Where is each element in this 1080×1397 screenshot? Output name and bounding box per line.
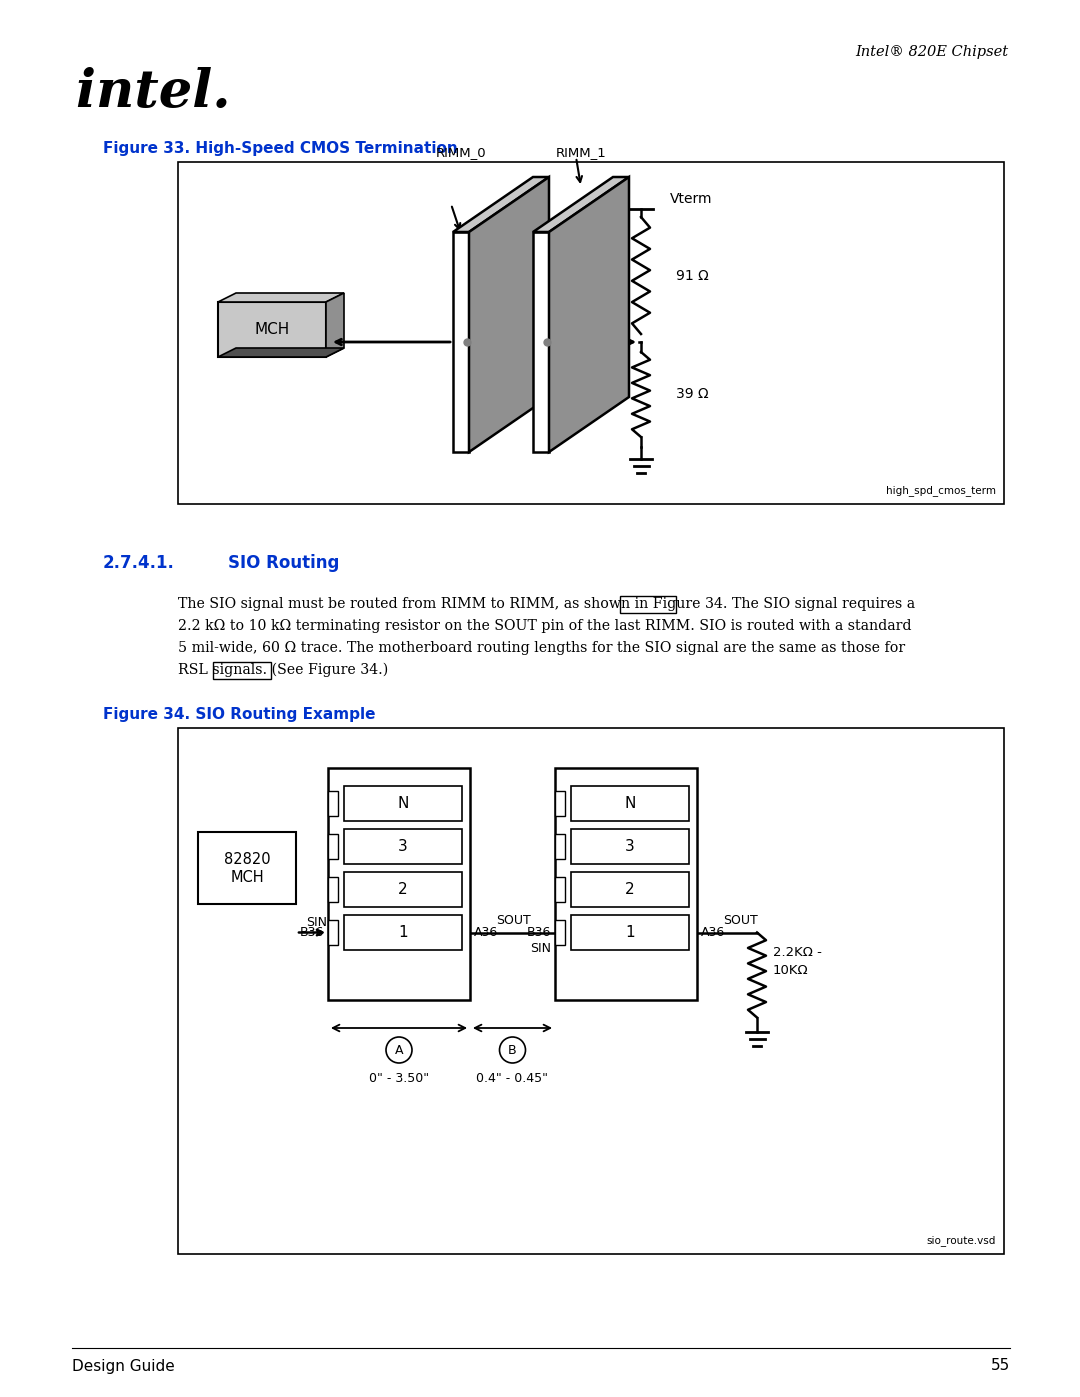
Text: 91 Ω: 91 Ω (676, 268, 708, 282)
Bar (345, 915, 462, 950)
Bar (178, 162, 1004, 504)
Text: 2.7.4.1.: 2.7.4.1. (103, 555, 175, 571)
Text: R2: R2 (605, 387, 623, 401)
Bar (555, 877, 565, 902)
Polygon shape (534, 232, 549, 453)
Text: RSL signals. (See Figure 34.): RSL signals. (See Figure 34.) (178, 662, 388, 678)
Bar (345, 787, 462, 821)
Text: B: B (509, 1044, 517, 1056)
Text: Figure 33. High-Speed CMOS Termination: Figure 33. High-Speed CMOS Termination (103, 141, 458, 155)
Text: B36: B36 (299, 926, 324, 939)
Circle shape (499, 1037, 526, 1063)
Polygon shape (453, 232, 469, 453)
Text: Design Guide: Design Guide (72, 1358, 175, 1373)
Text: RIMM_0: RIMM_0 (435, 147, 486, 159)
Text: MCH: MCH (230, 869, 264, 884)
Bar (345, 828, 462, 863)
Text: A: A (395, 1044, 403, 1056)
Bar (328, 791, 338, 816)
Polygon shape (218, 302, 326, 358)
Text: Vterm: Vterm (670, 191, 712, 205)
Text: 0" - 3.50": 0" - 3.50" (369, 1071, 429, 1085)
Polygon shape (453, 177, 549, 232)
Polygon shape (534, 177, 629, 232)
Bar (328, 877, 338, 902)
Text: SOUT: SOUT (723, 914, 758, 928)
Bar (620, 597, 676, 613)
Circle shape (386, 1037, 411, 1063)
Text: 82820: 82820 (224, 852, 270, 866)
Bar (178, 728, 1004, 1255)
Polygon shape (218, 348, 345, 358)
Bar (571, 828, 689, 863)
Text: N: N (624, 796, 636, 812)
Text: A36: A36 (474, 926, 498, 939)
Text: int​e​l.: int​e​l. (76, 67, 231, 119)
Bar (555, 768, 697, 1000)
Text: B36: B36 (527, 926, 551, 939)
Polygon shape (218, 293, 345, 302)
Bar (213, 662, 271, 679)
Text: 5 mil-wide, 60 Ω trace. The motherboard routing lengths for the SIO signal are t: 5 mil-wide, 60 Ω trace. The motherboard … (178, 641, 905, 655)
Text: R1: R1 (605, 268, 623, 282)
Text: 2.2 kΩ to 10 kΩ terminating resistor on the SOUT pin of the last RIMM. SIO is ro: 2.2 kΩ to 10 kΩ terminating resistor on … (178, 619, 912, 633)
Bar (555, 834, 565, 859)
Polygon shape (326, 293, 345, 358)
Text: Figure 34. SIO Routing Example: Figure 34. SIO Routing Example (103, 707, 376, 722)
Text: 1: 1 (399, 925, 408, 940)
Text: MCH: MCH (255, 321, 289, 337)
Text: SIN: SIN (530, 942, 551, 956)
Polygon shape (549, 177, 629, 453)
Text: high_spd_cmos_term: high_spd_cmos_term (886, 485, 996, 496)
Text: RIMM_1: RIMM_1 (555, 147, 606, 159)
Text: 2.2KΩ -: 2.2KΩ - (773, 946, 822, 958)
Text: N: N (397, 796, 408, 812)
Text: 3: 3 (399, 840, 408, 854)
Text: SIN: SIN (306, 916, 327, 929)
Bar (571, 872, 689, 907)
Bar (345, 872, 462, 907)
Text: SIO Routing: SIO Routing (228, 555, 339, 571)
Polygon shape (469, 177, 549, 453)
Bar (555, 791, 565, 816)
Text: 0.4" - 0.45": 0.4" - 0.45" (476, 1071, 549, 1085)
Bar (571, 915, 689, 950)
Text: A36: A36 (701, 926, 726, 939)
Text: 2: 2 (625, 882, 635, 897)
Text: 3: 3 (625, 840, 635, 854)
Bar (198, 833, 296, 904)
Bar (571, 787, 689, 821)
Text: sio_route.vsd: sio_route.vsd (927, 1235, 996, 1246)
Text: The SIO signal must be routed from RIMM to RIMM, as shown in Figure 34. The SIO : The SIO signal must be routed from RIMM … (178, 597, 915, 610)
Bar (555, 921, 565, 944)
Bar (328, 921, 338, 944)
Text: SOUT: SOUT (496, 914, 530, 928)
Text: Intel® 820E Chipset: Intel® 820E Chipset (855, 45, 1008, 59)
Text: 1: 1 (625, 925, 635, 940)
Bar (328, 768, 470, 1000)
Text: 10KΩ: 10KΩ (773, 964, 809, 977)
Bar (328, 834, 338, 859)
Text: 2: 2 (399, 882, 408, 897)
Text: 55: 55 (990, 1358, 1010, 1373)
Text: 39 Ω: 39 Ω (676, 387, 708, 401)
